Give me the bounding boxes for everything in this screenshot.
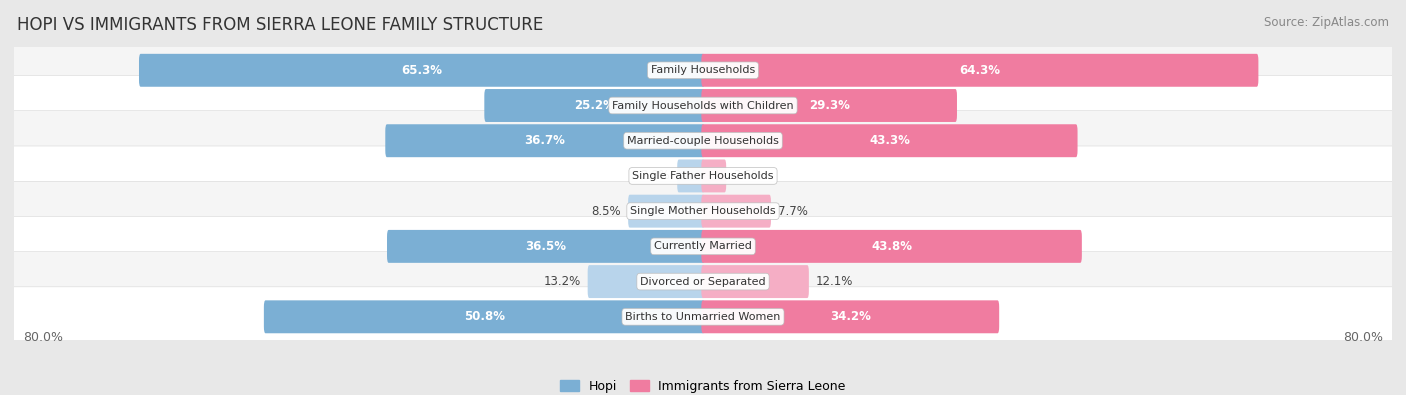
Text: 43.3%: 43.3% [869, 134, 910, 147]
FancyBboxPatch shape [10, 181, 1396, 241]
Text: Family Households with Children: Family Households with Children [612, 100, 794, 111]
Text: 43.8%: 43.8% [872, 240, 912, 253]
Text: 64.3%: 64.3% [959, 64, 1000, 77]
FancyBboxPatch shape [678, 160, 704, 192]
Text: 2.8%: 2.8% [641, 169, 671, 182]
FancyBboxPatch shape [10, 252, 1396, 312]
FancyBboxPatch shape [702, 230, 1081, 263]
Text: Births to Unmarried Women: Births to Unmarried Women [626, 312, 780, 322]
Text: 25.2%: 25.2% [574, 99, 614, 112]
Text: HOPI VS IMMIGRANTS FROM SIERRA LEONE FAMILY STRUCTURE: HOPI VS IMMIGRANTS FROM SIERRA LEONE FAM… [17, 16, 543, 34]
Text: 12.1%: 12.1% [815, 275, 853, 288]
Text: 29.3%: 29.3% [808, 99, 849, 112]
FancyBboxPatch shape [628, 195, 704, 228]
Text: Single Father Households: Single Father Households [633, 171, 773, 181]
FancyBboxPatch shape [702, 265, 808, 298]
FancyBboxPatch shape [702, 160, 725, 192]
Text: Divorced or Separated: Divorced or Separated [640, 276, 766, 287]
Text: 2.5%: 2.5% [733, 169, 763, 182]
FancyBboxPatch shape [702, 300, 1000, 333]
Text: 65.3%: 65.3% [401, 64, 443, 77]
Text: 50.8%: 50.8% [464, 310, 505, 324]
Text: Family Households: Family Households [651, 65, 755, 75]
FancyBboxPatch shape [702, 89, 957, 122]
Text: Married-couple Households: Married-couple Households [627, 136, 779, 146]
FancyBboxPatch shape [264, 300, 704, 333]
FancyBboxPatch shape [702, 54, 1258, 87]
FancyBboxPatch shape [588, 265, 704, 298]
Text: 36.7%: 36.7% [524, 134, 565, 147]
FancyBboxPatch shape [387, 230, 704, 263]
Text: 7.7%: 7.7% [778, 205, 808, 218]
FancyBboxPatch shape [10, 40, 1396, 100]
Legend: Hopi, Immigrants from Sierra Leone: Hopi, Immigrants from Sierra Leone [555, 375, 851, 395]
Text: 34.2%: 34.2% [830, 310, 870, 324]
FancyBboxPatch shape [10, 111, 1396, 171]
Text: 36.5%: 36.5% [526, 240, 567, 253]
Text: 80.0%: 80.0% [22, 331, 63, 344]
FancyBboxPatch shape [484, 89, 704, 122]
Text: 13.2%: 13.2% [544, 275, 581, 288]
Text: 8.5%: 8.5% [592, 205, 621, 218]
Text: Source: ZipAtlas.com: Source: ZipAtlas.com [1264, 16, 1389, 29]
Text: Single Mother Households: Single Mother Households [630, 206, 776, 216]
FancyBboxPatch shape [10, 216, 1396, 276]
FancyBboxPatch shape [702, 195, 770, 228]
FancyBboxPatch shape [702, 124, 1077, 157]
FancyBboxPatch shape [10, 287, 1396, 347]
Text: Currently Married: Currently Married [654, 241, 752, 251]
FancyBboxPatch shape [10, 75, 1396, 135]
FancyBboxPatch shape [139, 54, 704, 87]
FancyBboxPatch shape [385, 124, 704, 157]
Text: 80.0%: 80.0% [1343, 331, 1384, 344]
FancyBboxPatch shape [10, 146, 1396, 206]
